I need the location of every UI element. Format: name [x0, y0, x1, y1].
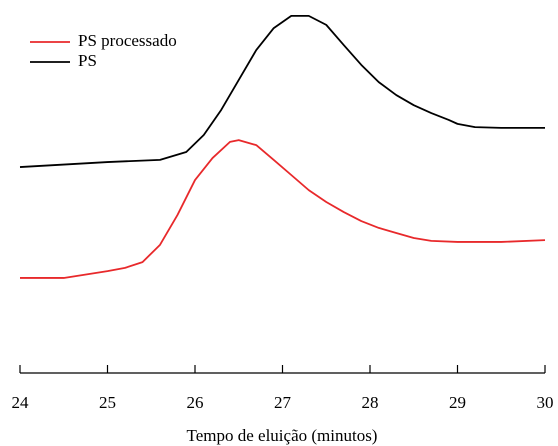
x-tick-label: 24: [12, 393, 30, 412]
x-tick-label: 29: [449, 393, 466, 412]
data-line: [20, 139, 546, 279]
x-tick-label: 28: [362, 393, 379, 412]
x-tick-label: 25: [99, 393, 116, 412]
data-line: [19, 14, 545, 168]
x-tick-label: 30: [537, 393, 554, 412]
x-axis-label: Tempo de eluição (minutos): [187, 426, 378, 445]
x-tick-label: 26: [187, 393, 204, 412]
legend-label: PS processado: [78, 31, 177, 50]
legend-label: PS: [78, 51, 97, 70]
x-tick-label: 27: [274, 393, 292, 412]
